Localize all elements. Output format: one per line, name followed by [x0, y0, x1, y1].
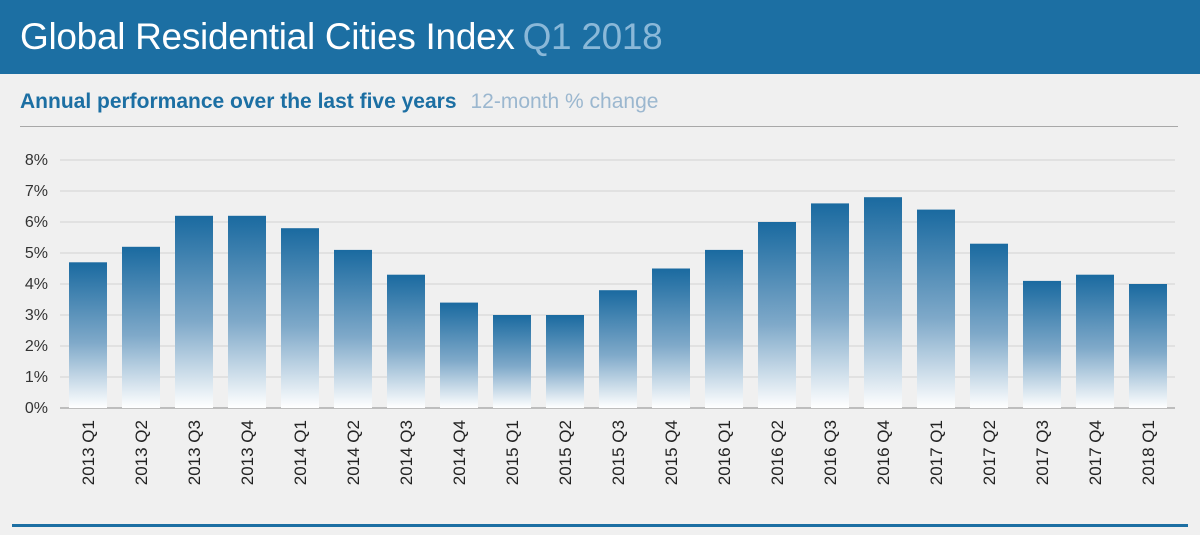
bar-2017-q2: [970, 243, 1008, 408]
y-tick-label: 4%: [25, 276, 48, 293]
y-tick-label: 2%: [25, 338, 48, 355]
x-tick-label: 2013 Q2: [132, 420, 151, 485]
y-tick-label: 0%: [25, 400, 48, 417]
page-title: Global Residential Cities Index: [20, 16, 515, 57]
x-tick-label: 2013 Q3: [185, 420, 204, 485]
chart-title: Annual performance over the last five ye…: [20, 90, 457, 113]
x-tick-label: 2017 Q2: [980, 420, 999, 485]
bar-2015-q1: [493, 315, 531, 408]
y-tick-label: 5%: [25, 245, 48, 262]
x-tick-label: 2016 Q3: [821, 420, 840, 485]
bar-2013-q1: [69, 262, 107, 408]
bar-2014-q3: [387, 274, 425, 408]
bar-2016-q3: [811, 203, 849, 408]
x-tick-label: 2016 Q4: [874, 420, 893, 485]
y-tick-label: 3%: [25, 307, 48, 324]
bar-2017-q3: [1023, 280, 1061, 408]
bar-2017-q1: [917, 209, 955, 408]
bar-2014-q1: [281, 228, 319, 408]
bottom-divider: [12, 524, 1188, 527]
header-banner: Global Residential Cities Index Q1 2018: [0, 0, 1200, 74]
x-tick-label: 2016 Q2: [768, 420, 787, 485]
x-tick-label: 2017 Q4: [1086, 420, 1105, 485]
x-tick-label: 2014 Q3: [397, 420, 416, 485]
bar-2015-q3: [599, 290, 637, 408]
x-tick-label: 2015 Q3: [609, 420, 628, 485]
bar-2014-q2: [334, 249, 372, 408]
y-tick-label: 6%: [25, 214, 48, 231]
y-tick-label: 8%: [25, 152, 48, 169]
y-tick-label: 7%: [25, 183, 48, 200]
x-tick-label: 2016 Q1: [715, 420, 734, 485]
x-tick-label: 2014 Q1: [291, 420, 310, 485]
x-tick-label: 2017 Q1: [927, 420, 946, 485]
bar-2015-q2: [546, 315, 584, 408]
bar-2015-q4: [652, 268, 690, 408]
bar-2018-q1: [1129, 284, 1167, 408]
header-text: Global Residential Cities Index Q1 2018: [0, 16, 663, 58]
bar-2016-q1: [705, 249, 743, 408]
x-tick-label: 2018 Q1: [1139, 420, 1158, 485]
x-tick-label: 2013 Q4: [238, 420, 257, 485]
y-tick-label: 1%: [25, 369, 48, 386]
bar-2016-q4: [864, 197, 902, 408]
x-tick-label: 2015 Q1: [503, 420, 522, 485]
x-tick-label: 2014 Q2: [344, 420, 363, 485]
x-tick-label: 2013 Q1: [79, 420, 98, 485]
x-tick-label: 2014 Q4: [450, 420, 469, 485]
bar-chart: 0% 1% 2% 3% 4% 5% 6% 7% 8% 2013 Q1 2013 Q2 2013 Q3 2…: [25, 152, 1175, 485]
top-divider: [20, 126, 1178, 127]
chart-subtitle-row: Annual performance over the last five ye…: [20, 90, 658, 120]
bar-2013-q4: [228, 215, 266, 408]
bar-2014-q4: [440, 302, 478, 408]
x-tick-label: 2015 Q2: [556, 420, 575, 485]
page-period: Q1 2018: [522, 16, 663, 57]
bar-2016-q2: [758, 222, 796, 408]
chart-unit-label: 12-month % change: [470, 90, 659, 113]
bar-2013-q3: [175, 215, 213, 408]
bar-2013-q2: [122, 246, 160, 408]
x-tick-label: 2017 Q3: [1033, 420, 1052, 485]
bar-2017-q4: [1076, 274, 1114, 408]
x-tick-label: 2015 Q4: [662, 420, 681, 485]
